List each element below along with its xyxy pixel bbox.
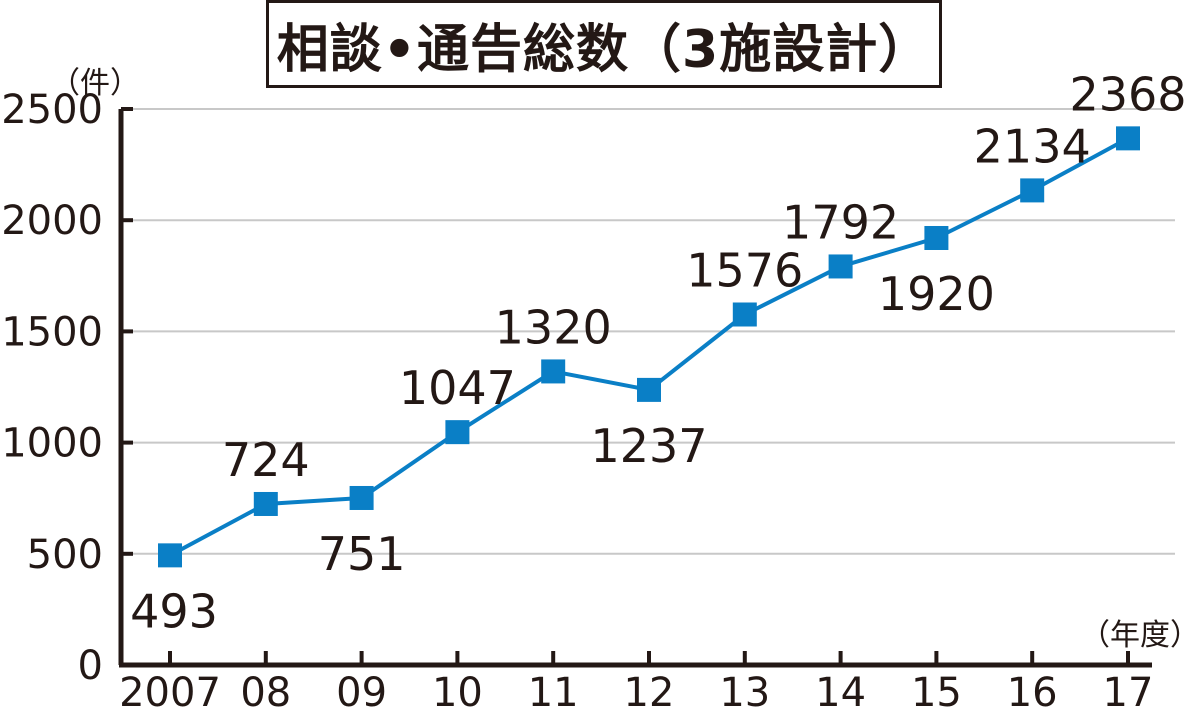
x-tick-label: 09 (336, 670, 387, 713)
data-point-marker (541, 359, 566, 384)
x-tick-label: 17 (1103, 670, 1154, 713)
x-axis-unit: （年度） (1080, 618, 1200, 653)
y-axis-unit: （件） (50, 66, 140, 101)
data-point-marker (253, 491, 278, 516)
data-label: 1237 (590, 419, 707, 473)
data-label: 1792 (782, 195, 899, 249)
x-tick-label: 13 (719, 670, 770, 713)
series-line (169, 136, 1129, 558)
data-point-marker (1020, 178, 1045, 203)
x-tick-label: 14 (815, 670, 866, 713)
data-label: 493 (130, 584, 218, 638)
data-point-marker (158, 543, 182, 568)
y-tick-label: 1000 (1, 421, 103, 467)
data-label: 1576 (686, 243, 803, 297)
data-label: 1047 (399, 361, 516, 415)
y-tick-label: 2500 (1, 87, 103, 133)
x-tick-label: 08 (240, 670, 291, 713)
data-label: 2368 (1069, 67, 1186, 121)
data-label: 1320 (495, 300, 612, 354)
data-label: 2134 (974, 119, 1091, 173)
data-label: 724 (222, 433, 310, 487)
data-point-marker (924, 225, 949, 250)
x-tick-label: 15 (911, 670, 962, 713)
data-point-marker (349, 485, 374, 510)
chart-title-box: 相談•通告総数（3施設計） (266, 0, 942, 88)
data-point-marker (1116, 126, 1140, 151)
y-tick-label: 2000 (1, 198, 103, 244)
data-point-marker (445, 420, 470, 445)
y-tick-label: 1500 (1, 309, 103, 355)
data-point-marker (732, 302, 757, 327)
data-label: 1920 (878, 267, 995, 321)
chart-title: 相談•通告総数（3施設計） (276, 19, 932, 80)
data-label: 751 (318, 527, 406, 581)
x-tick-label: 11 (528, 670, 579, 713)
x-tick-label: 12 (624, 670, 675, 713)
x-tick-label: 10 (432, 670, 483, 713)
data-point-marker (637, 377, 661, 402)
y-tick-label: 0 (78, 643, 103, 689)
x-tick-label: 2007 (119, 670, 221, 713)
x-tick-label: 16 (1007, 670, 1058, 713)
data-point-marker (828, 254, 853, 279)
y-tick-label: 500 (27, 532, 103, 578)
